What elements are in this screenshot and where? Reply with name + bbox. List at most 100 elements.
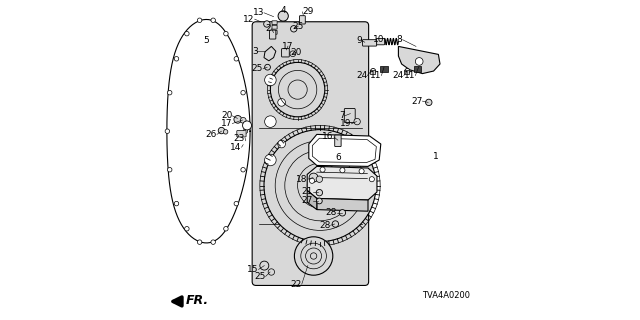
Circle shape bbox=[316, 176, 323, 182]
Polygon shape bbox=[307, 166, 377, 200]
Text: 16: 16 bbox=[323, 132, 334, 141]
Text: 20: 20 bbox=[291, 48, 301, 57]
Circle shape bbox=[332, 221, 339, 227]
Circle shape bbox=[224, 227, 228, 231]
Text: FR.: FR. bbox=[186, 294, 209, 307]
Text: TVA4A0200: TVA4A0200 bbox=[422, 292, 470, 300]
FancyBboxPatch shape bbox=[362, 40, 376, 46]
Circle shape bbox=[243, 129, 248, 133]
FancyBboxPatch shape bbox=[272, 30, 277, 34]
Text: 4: 4 bbox=[280, 6, 286, 15]
Circle shape bbox=[309, 173, 318, 182]
Circle shape bbox=[264, 21, 270, 27]
Circle shape bbox=[168, 91, 172, 95]
FancyBboxPatch shape bbox=[252, 22, 369, 285]
Text: 15: 15 bbox=[247, 265, 259, 274]
Polygon shape bbox=[398, 46, 440, 74]
Circle shape bbox=[294, 237, 333, 275]
Circle shape bbox=[371, 68, 376, 74]
Circle shape bbox=[415, 58, 423, 65]
Text: 27: 27 bbox=[301, 196, 313, 205]
Text: 18: 18 bbox=[296, 175, 308, 184]
Circle shape bbox=[291, 26, 297, 32]
Circle shape bbox=[241, 91, 245, 95]
Text: 7: 7 bbox=[339, 111, 344, 120]
Circle shape bbox=[211, 240, 216, 244]
FancyBboxPatch shape bbox=[404, 70, 409, 74]
Circle shape bbox=[265, 154, 276, 166]
Circle shape bbox=[234, 116, 242, 123]
Circle shape bbox=[168, 167, 172, 172]
Text: 9: 9 bbox=[357, 36, 362, 45]
Circle shape bbox=[278, 11, 288, 21]
Text: 17: 17 bbox=[282, 42, 294, 51]
Circle shape bbox=[223, 130, 228, 134]
Circle shape bbox=[218, 127, 225, 134]
Circle shape bbox=[211, 18, 216, 22]
FancyBboxPatch shape bbox=[414, 66, 422, 72]
Polygon shape bbox=[264, 46, 276, 61]
Text: 12: 12 bbox=[243, 15, 255, 24]
Circle shape bbox=[359, 169, 364, 174]
FancyBboxPatch shape bbox=[272, 21, 277, 25]
Circle shape bbox=[260, 261, 269, 270]
Circle shape bbox=[320, 167, 325, 172]
Circle shape bbox=[165, 129, 170, 133]
Text: 27: 27 bbox=[411, 97, 422, 106]
FancyBboxPatch shape bbox=[344, 108, 355, 123]
Circle shape bbox=[265, 74, 276, 86]
Text: 22: 22 bbox=[291, 280, 302, 289]
FancyBboxPatch shape bbox=[272, 25, 277, 29]
Circle shape bbox=[310, 178, 315, 183]
Circle shape bbox=[354, 118, 360, 125]
Circle shape bbox=[426, 99, 432, 106]
Circle shape bbox=[369, 177, 374, 182]
Text: 2: 2 bbox=[266, 24, 271, 33]
Text: 11: 11 bbox=[370, 71, 381, 80]
Text: 8: 8 bbox=[397, 35, 403, 44]
Circle shape bbox=[405, 68, 410, 74]
FancyBboxPatch shape bbox=[335, 135, 341, 147]
Circle shape bbox=[290, 51, 296, 57]
Circle shape bbox=[268, 269, 275, 275]
Circle shape bbox=[234, 201, 239, 206]
FancyBboxPatch shape bbox=[300, 16, 305, 24]
Text: 3: 3 bbox=[252, 47, 258, 56]
Text: 6: 6 bbox=[335, 153, 340, 162]
Text: 29: 29 bbox=[302, 7, 314, 16]
Circle shape bbox=[241, 167, 245, 172]
FancyBboxPatch shape bbox=[376, 38, 385, 45]
Text: 17: 17 bbox=[221, 119, 232, 128]
Circle shape bbox=[265, 64, 270, 70]
Text: 1: 1 bbox=[433, 152, 438, 161]
Text: 11: 11 bbox=[404, 71, 415, 80]
Circle shape bbox=[243, 121, 252, 130]
Text: 26: 26 bbox=[205, 130, 217, 139]
Text: 28: 28 bbox=[326, 208, 337, 217]
Circle shape bbox=[224, 31, 228, 36]
Text: 28: 28 bbox=[319, 221, 331, 230]
Text: 21: 21 bbox=[301, 188, 313, 196]
Text: 25: 25 bbox=[292, 22, 304, 31]
Text: 19: 19 bbox=[340, 119, 351, 128]
Circle shape bbox=[317, 198, 323, 204]
Polygon shape bbox=[307, 190, 317, 210]
Text: 23: 23 bbox=[234, 134, 245, 143]
FancyBboxPatch shape bbox=[380, 66, 388, 72]
Polygon shape bbox=[309, 134, 381, 166]
Text: 25: 25 bbox=[254, 272, 266, 281]
Circle shape bbox=[197, 240, 202, 244]
Circle shape bbox=[340, 168, 345, 173]
Text: 25: 25 bbox=[252, 64, 263, 73]
Text: 20: 20 bbox=[221, 111, 232, 120]
FancyBboxPatch shape bbox=[237, 131, 246, 137]
Text: 14: 14 bbox=[230, 143, 242, 152]
Circle shape bbox=[339, 210, 346, 216]
Circle shape bbox=[278, 140, 285, 148]
FancyBboxPatch shape bbox=[282, 49, 289, 57]
Text: 24: 24 bbox=[392, 71, 404, 80]
Circle shape bbox=[184, 227, 189, 231]
Circle shape bbox=[241, 117, 246, 123]
Text: 5: 5 bbox=[203, 36, 209, 44]
Text: 10: 10 bbox=[373, 35, 385, 44]
